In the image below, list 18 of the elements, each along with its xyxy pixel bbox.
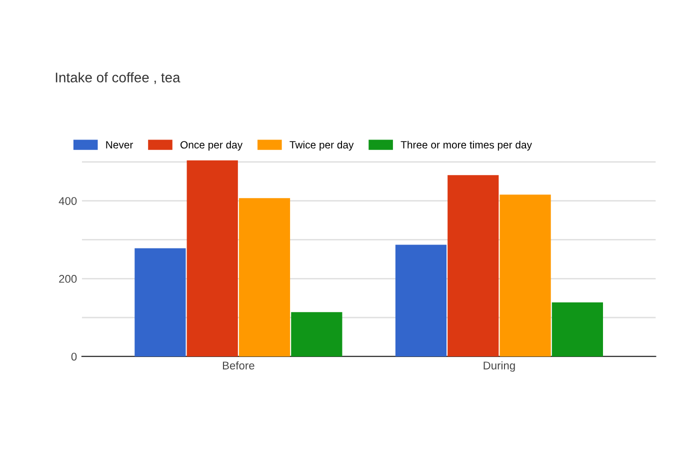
legend-label: Never — [106, 141, 133, 149]
bar — [395, 244, 447, 356]
bar — [448, 175, 499, 356]
bar — [134, 248, 186, 356]
legend-label: Three or more times per day — [400, 140, 532, 151]
legend-label: Once per day — [180, 140, 243, 151]
bar — [186, 160, 238, 356]
bar — [500, 194, 551, 356]
y-tick-label: 400 — [58, 197, 77, 205]
bar — [552, 302, 603, 356]
y-tick-label: 200 — [59, 274, 77, 283]
x-tick-label: During — [484, 361, 515, 372]
y-tick-label: 0 — [71, 352, 77, 361]
chart-title: Intake of coffee , tea — [56, 72, 180, 84]
legend-label: Twice per day — [290, 140, 354, 151]
bar — [291, 312, 342, 356]
bar — [238, 198, 290, 356]
x-tick-label: Before — [222, 361, 254, 370]
